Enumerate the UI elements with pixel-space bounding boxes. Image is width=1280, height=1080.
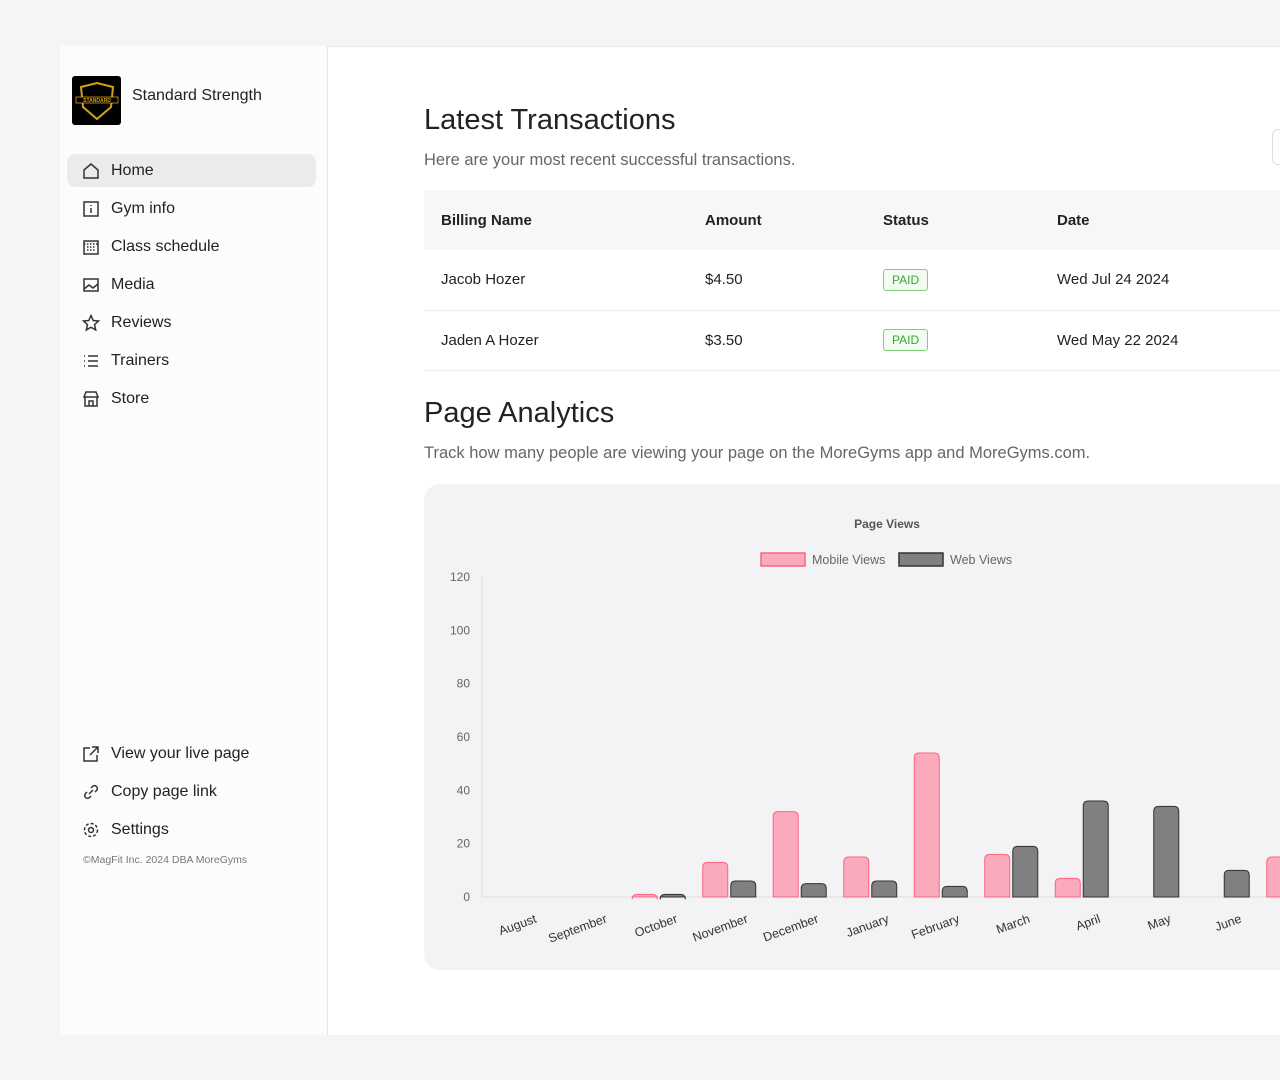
legend-swatch [898,552,944,567]
transactions-subtitle: Here are your most recent successful tra… [424,151,796,169]
y-tick-label: 80 [457,677,471,691]
x-tick-label: October [633,912,680,940]
x-tick-label: February [909,911,961,942]
x-tick-label: June [1213,912,1243,934]
date: Wed May 22 2024 [1040,310,1280,371]
bar-mobile-views [843,856,870,898]
column-header[interactable]: Amount [688,190,866,250]
sidebar: STANDARD Standard Strength Home Gym info… [60,46,328,1035]
sidebar-item-home[interactable]: Home [67,154,316,187]
bar-mobile-views [702,861,729,898]
store-icon [82,390,100,407]
gear-icon [83,822,99,837]
sidebar-item-label: Trainers [111,351,170,369]
y-tick-label: 60 [457,730,471,744]
sidebar-item-label: Class schedule [111,237,220,255]
info-icon [83,200,99,217]
bar-web-views [659,893,686,900]
bar-web-views [1082,800,1109,898]
column-header[interactable]: Billing Name [424,190,688,250]
x-tick-label: May [1146,911,1174,932]
transactions-table: Billing Name Amount Status Date Jacob Ho… [424,190,1280,371]
list-icon [84,354,98,367]
x-tick-label: March [994,912,1031,937]
bottom-item-label: Copy page link [111,782,217,800]
table-header: Billing Name Amount Status Date [424,190,1280,250]
header-action-button[interactable] [1272,129,1280,165]
bar-mobile-views [1054,877,1081,898]
image-icon [83,277,99,292]
transactions-title: Latest Transactions [424,104,676,136]
x-tick-label: April [1074,912,1102,934]
y-tick-label: 100 [450,623,470,637]
sidebar-item-trainers[interactable]: Trainers [67,344,316,377]
main-content: Latest Transactions Here are your most r… [328,46,1280,1035]
star-icon [82,313,100,332]
sidebar-item-class-schedule[interactable]: Class schedule [67,230,316,263]
y-tick-label: 40 [457,783,471,797]
link-icon [83,784,99,799]
gym-logo: STANDARD [72,76,121,125]
bottom-item-label: View your live page [111,744,250,762]
bar-web-views [1153,805,1180,898]
brand-name: Standard Strength [132,87,262,104]
view-live-page-link[interactable]: View your live page [67,737,316,770]
column-header[interactable]: Status [866,190,1040,250]
y-tick-label: 20 [457,837,471,851]
svg-text:STANDARD: STANDARD [83,98,111,104]
bar-mobile-views [913,752,940,898]
amount: $4.50 [688,250,866,311]
x-tick-label: September [547,912,609,946]
x-tick-label: November [691,912,750,945]
page-views-chart: Page Views Mobile Views Web Views 0 20 40 60 80… [450,517,1280,946]
analytics-title: Page Analytics [424,397,615,429]
y-tick-label: 120 [450,570,470,584]
bar-mobile-views [984,853,1011,898]
analytics-subtitle: Track how many people are viewing your p… [424,444,1091,462]
sidebar-item-label: Gym info [111,199,176,217]
home-icon [83,162,99,179]
sidebar-item-label: Store [111,389,150,407]
bottom-item-label: Settings [111,820,169,838]
bar-mobile-views [631,893,658,900]
status-badge: PAID [883,329,929,351]
billing-name: Jaden A Hozer [424,310,688,371]
bar-web-views [1012,845,1039,898]
bar-web-views [871,880,898,898]
table-row[interactable]: Jacob Hozer $4.50 PAID Wed Jul 24 2024 [424,250,1280,311]
sidebar-item-store[interactable]: Store [67,382,316,415]
bar-web-views [1223,869,1250,898]
billing-name: Jacob Hozer [424,250,688,311]
chart-title: Page Views [854,517,920,531]
y-tick-label: 0 [463,890,470,904]
legend-label: Web Views [950,553,1012,567]
status-badge: PAID [883,268,929,291]
sidebar-item-reviews[interactable]: Reviews [67,306,316,339]
sidebar-item-label: Home [111,161,154,179]
copy-page-link[interactable]: Copy page link [67,775,316,808]
x-tick-label: January [844,911,891,940]
x-tick-label: August [497,911,539,938]
sidebar-item-gym-info[interactable]: Gym info [67,192,316,225]
bar-mobile-views [1266,856,1280,898]
bar-web-views [941,885,968,898]
sidebar-item-label: Reviews [111,313,172,331]
column-header[interactable]: Date [1040,190,1280,250]
legend-label: Mobile Views [812,553,885,567]
page-views-chart-card: Page Views Mobile Views Web Views 0 20 40 60 80… [424,484,1280,970]
bar-web-views [800,883,827,898]
sidebar-item-media[interactable]: Media [67,268,316,301]
external-link-icon [83,745,99,762]
bar-web-views [730,880,757,898]
sidebar-item-label: Media [111,275,155,293]
date: Wed Jul 24 2024 [1040,250,1280,311]
legend-swatch [760,552,806,567]
x-tick-label: December [761,912,820,945]
table-row[interactable]: Jaden A Hozer $3.50 PAID Wed May 22 2024 [424,310,1280,371]
bar-mobile-views [772,811,799,898]
settings-link[interactable]: Settings [67,813,316,846]
copyright: ©MagFit Inc. 2024 DBA MoreGyms [83,854,248,866]
amount: $3.50 [688,310,866,371]
calendar-icon [83,239,99,255]
